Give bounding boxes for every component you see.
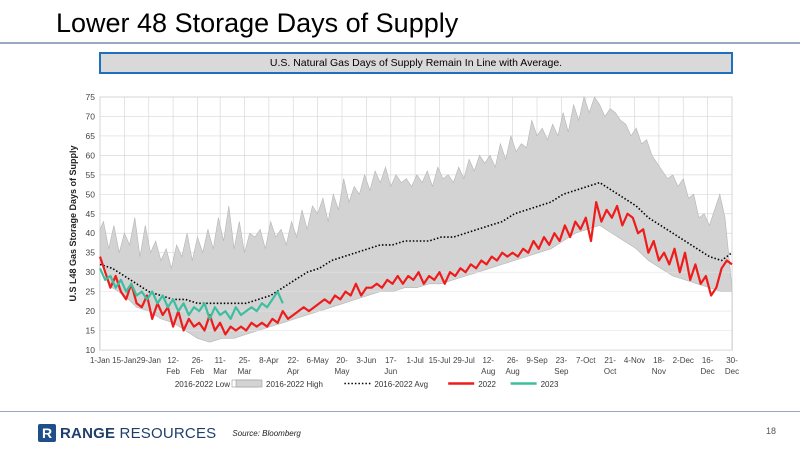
x-tick-label-line2: Sep	[554, 367, 569, 376]
legend-label: 2016-2022 High	[266, 380, 323, 389]
legend-swatch	[235, 379, 263, 388]
x-tick-label: 12-	[482, 356, 494, 365]
series-line-2022	[98, 201, 733, 336]
y-tick-label: 35	[86, 248, 96, 258]
x-tick-label: 1-Jan	[90, 356, 110, 365]
x-tick-label-line2: Aug	[481, 367, 495, 376]
x-tick-label: 1-Jul	[406, 356, 424, 365]
logo-word-resources: RESOURCES	[115, 424, 217, 442]
x-tick-label-line2: Oct	[604, 367, 617, 376]
logo-mark-icon: R	[38, 424, 56, 442]
x-tick-label: 26-	[507, 356, 519, 365]
x-tick-label: 21-	[604, 356, 616, 365]
legend-label: 2023	[541, 380, 559, 389]
source-note: Source: Bloomberg	[232, 428, 301, 438]
x-tick-label: 30-	[726, 356, 738, 365]
x-tick-label: 26-	[192, 356, 204, 365]
y-tick-label: 25	[86, 287, 96, 297]
legend-label: 2016-2022 Avg	[374, 380, 428, 389]
logo-wordmark: RANGE RESOURCES	[60, 425, 216, 442]
logo-word-range: RANGE	[60, 424, 116, 442]
series-area-low	[99, 225, 733, 351]
x-tick-label: 7-Oct	[576, 356, 596, 365]
x-tick-label-line2: Feb	[191, 367, 205, 376]
x-tick-label: 15-Jul	[429, 356, 451, 365]
x-tick-label: 17-	[385, 356, 397, 365]
x-tick-label-line2: Mar	[213, 367, 227, 376]
y-tick-label: 30	[86, 267, 96, 277]
y-tick-label: 15	[86, 326, 96, 336]
y-tick-label: 70	[86, 111, 96, 121]
y-tick-label: 55	[86, 170, 96, 180]
x-tick-label: 20-	[336, 356, 348, 365]
x-tick-label: 16-	[702, 356, 714, 365]
y-tick-label: 20	[86, 306, 96, 316]
x-tick-label-line2: Nov	[652, 367, 666, 376]
headline-banner: U.S. Natural Gas Days of Supply Remain I…	[99, 52, 733, 74]
x-tick-label-line2: Dec	[725, 367, 739, 376]
y-tick-label: 40	[86, 228, 96, 238]
legend-label: 2016-2022 Low	[175, 380, 230, 389]
title-divider	[0, 42, 800, 44]
x-tick-label: 12-	[167, 356, 179, 365]
x-tick-label: 8-Apr	[259, 356, 279, 365]
company-logo: R RANGE RESOURCES Source: Bloomberg	[38, 424, 301, 442]
x-tick-label: 11-	[215, 356, 226, 365]
x-tick-label-line2: May	[334, 367, 349, 376]
legend-label: 2022	[478, 380, 496, 389]
y-tick-label: 50	[86, 189, 96, 199]
x-tick-label: 25-	[239, 356, 251, 365]
x-tick-label: 18-	[653, 356, 665, 365]
series-line-2016-2022-avg	[99, 181, 733, 305]
y-tick-label: 75	[86, 92, 96, 102]
slide-title: Lower 48 Storage Days of Supply	[56, 8, 459, 38]
x-tick-label: 9-Sep	[526, 356, 548, 365]
x-tick-label-line2: Aug	[506, 367, 520, 376]
x-tick-label: 2-Dec	[673, 356, 694, 365]
y-tick-label: 60	[86, 150, 96, 160]
x-tick-label: 23-	[556, 356, 568, 365]
x-tick-label-line2: Apr	[287, 367, 300, 376]
x-tick-label: 15-Jan	[112, 356, 136, 365]
series-line-2023	[98, 267, 284, 320]
y-tick-label: 45	[86, 209, 96, 219]
y-tick-label: 65	[86, 131, 96, 141]
x-tick-label: 22-	[287, 356, 299, 365]
page-number: 18	[765, 426, 776, 436]
x-tick-label-line2: Mar	[238, 367, 252, 376]
x-tick-label: 29-Jul	[453, 356, 475, 365]
footer-divider	[0, 411, 800, 412]
y-axis-label: U.S L48 Gas Storage Days of Supply	[68, 145, 78, 301]
x-tick-label: 6-May	[307, 356, 329, 365]
x-tick-label-line2: Dec	[701, 367, 715, 376]
x-tick-label: 3-Jun	[356, 356, 376, 365]
x-tick-label: 4-Nov	[624, 356, 645, 365]
x-tick-label-line2: Jun	[384, 367, 397, 376]
x-tick-label-line2: Feb	[166, 367, 180, 376]
y-tick-label: 10	[86, 345, 96, 355]
x-tick-label: 29-Jan	[137, 356, 161, 365]
